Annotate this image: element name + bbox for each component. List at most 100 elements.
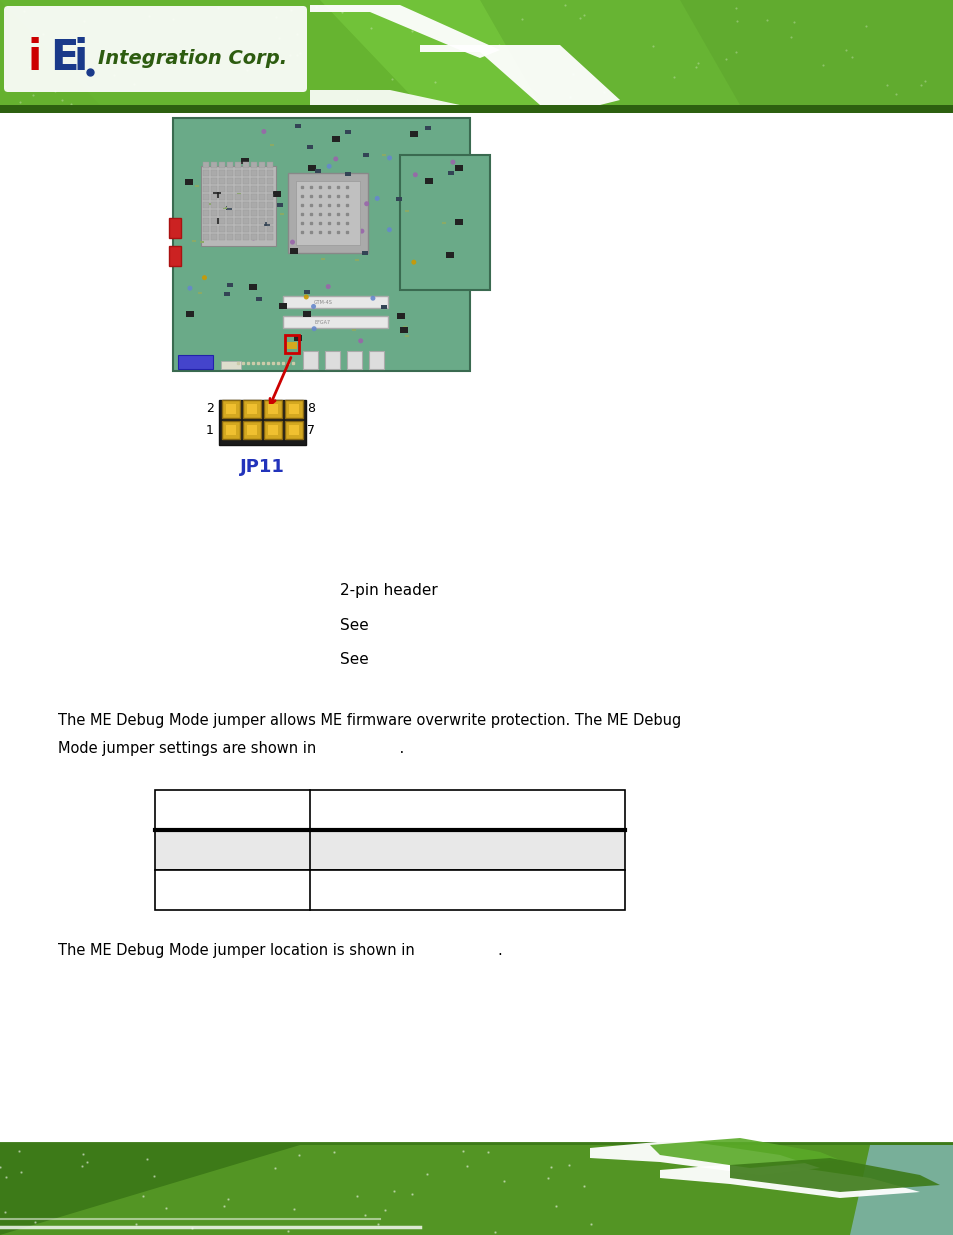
Ellipse shape: [303, 294, 309, 299]
Bar: [211, 219, 216, 224]
Polygon shape: [0, 0, 740, 105]
Bar: [0, 0, 953, 105]
Bar: [219, 194, 225, 200]
Bar: [279, 214, 283, 215]
Bar: [283, 316, 388, 329]
Bar: [203, 233, 209, 240]
Bar: [243, 219, 249, 224]
Bar: [169, 219, 181, 238]
Bar: [172, 119, 470, 370]
Bar: [308, 164, 315, 170]
Bar: [258, 170, 265, 177]
Bar: [347, 351, 361, 369]
Bar: [405, 210, 409, 211]
Ellipse shape: [187, 285, 193, 290]
Ellipse shape: [311, 304, 315, 309]
Bar: [211, 162, 216, 168]
Bar: [222, 400, 240, 417]
Bar: [226, 425, 235, 435]
Bar: [243, 421, 261, 438]
Bar: [267, 178, 273, 184]
Polygon shape: [310, 90, 459, 105]
Bar: [234, 194, 241, 200]
Text: 2: 2: [206, 403, 213, 415]
Polygon shape: [319, 0, 953, 105]
Bar: [267, 170, 273, 177]
Bar: [219, 162, 225, 168]
Bar: [267, 210, 273, 216]
Bar: [264, 421, 282, 438]
Bar: [154, 869, 624, 910]
Bar: [399, 327, 407, 333]
Text: See: See: [339, 618, 369, 632]
Bar: [320, 258, 324, 259]
Bar: [241, 158, 249, 164]
Text: EFGA7: EFGA7: [314, 320, 331, 325]
Bar: [355, 259, 358, 262]
Bar: [223, 291, 230, 295]
Bar: [258, 226, 265, 232]
Bar: [219, 170, 225, 177]
Bar: [267, 162, 273, 168]
Bar: [234, 203, 241, 207]
Text: Mode jumper settings are shown in                  .: Mode jumper settings are shown in .: [58, 741, 404, 756]
Bar: [203, 219, 209, 224]
Bar: [243, 210, 249, 216]
Bar: [251, 194, 256, 200]
Bar: [211, 203, 216, 207]
Ellipse shape: [325, 211, 331, 216]
Text: The ME Debug Mode jumper allows ME firmware overwrite protection. The ME Debug: The ME Debug Mode jumper allows ME firmw…: [58, 713, 680, 727]
Bar: [369, 351, 384, 369]
Bar: [425, 126, 431, 130]
Text: i: i: [28, 37, 42, 79]
Bar: [258, 210, 265, 216]
Ellipse shape: [290, 240, 294, 245]
Bar: [219, 226, 225, 232]
Bar: [227, 283, 233, 287]
Bar: [267, 219, 273, 224]
Bar: [314, 169, 321, 173]
Ellipse shape: [370, 295, 375, 300]
Ellipse shape: [325, 284, 331, 289]
Bar: [258, 203, 265, 207]
Bar: [329, 232, 335, 237]
Bar: [211, 178, 216, 184]
Bar: [227, 203, 233, 207]
Bar: [243, 400, 261, 417]
Bar: [251, 226, 256, 232]
Bar: [234, 162, 241, 168]
Polygon shape: [729, 1158, 939, 1192]
FancyBboxPatch shape: [4, 6, 307, 91]
Ellipse shape: [326, 164, 332, 169]
Bar: [227, 219, 233, 224]
Bar: [243, 162, 249, 168]
Bar: [222, 421, 240, 438]
Bar: [404, 335, 408, 337]
Text: GTM-4S: GTM-4S: [314, 300, 332, 305]
Bar: [455, 220, 462, 225]
Bar: [211, 186, 216, 191]
Bar: [267, 226, 273, 232]
Bar: [278, 303, 287, 309]
Bar: [447, 172, 454, 175]
Bar: [200, 241, 204, 243]
Bar: [227, 186, 233, 191]
Text: See: See: [339, 652, 369, 667]
Bar: [345, 172, 351, 177]
Bar: [227, 233, 233, 240]
Bar: [203, 186, 209, 191]
Bar: [287, 342, 296, 350]
Text: i: i: [74, 37, 89, 79]
Bar: [273, 190, 280, 196]
Bar: [268, 404, 277, 414]
Polygon shape: [0, 0, 539, 105]
Bar: [243, 203, 249, 207]
Bar: [0, 105, 953, 112]
Bar: [211, 194, 216, 200]
Bar: [267, 233, 273, 240]
Bar: [361, 251, 367, 254]
Bar: [445, 252, 453, 258]
Bar: [227, 178, 233, 184]
Bar: [227, 226, 233, 232]
Bar: [247, 425, 256, 435]
